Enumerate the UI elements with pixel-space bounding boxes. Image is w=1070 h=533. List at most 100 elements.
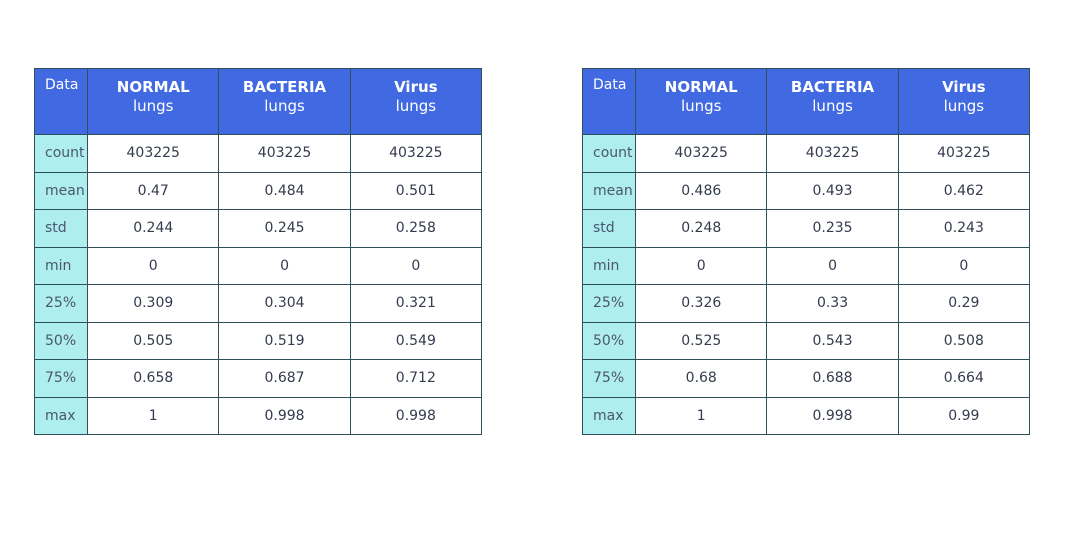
table-cell: 0.501 xyxy=(349,171,483,210)
table-cell: 0.549 xyxy=(349,321,483,360)
table-cell: 0 xyxy=(87,246,220,285)
table-cell: 0.658 xyxy=(87,359,220,398)
table-row: 50% 0.525 0.543 0.508 xyxy=(581,321,1031,360)
table-cell: 403225 xyxy=(349,134,483,173)
table-row: 75% 0.68 0.688 0.664 xyxy=(581,359,1031,398)
row-header: std xyxy=(581,209,637,248)
stats-table-right: Data NORMAL lungs BACTERIA lungs Virus lungs co… xyxy=(581,68,1031,435)
row-header: mean xyxy=(33,171,89,210)
column-header-sub: lungs xyxy=(943,97,985,115)
column-header-sub: lungs xyxy=(812,97,853,115)
table-cell: 403225 xyxy=(87,134,220,173)
table-cell: 0.508 xyxy=(897,321,1031,360)
table-row: mean 0.486 0.493 0.462 xyxy=(581,171,1031,210)
table-cell: 0.244 xyxy=(87,209,220,248)
table-cell: 0.687 xyxy=(218,359,351,398)
table-cell: 0.243 xyxy=(897,209,1031,248)
table-cell: 0.998 xyxy=(218,396,351,435)
stats-table: Data NORMAL lungs BACTERIA lungs Virus lungs co… xyxy=(33,68,483,435)
row-header: min xyxy=(581,246,637,285)
table-row: std 0.244 0.245 0.258 xyxy=(33,209,483,248)
table-cell: 0.998 xyxy=(766,396,899,435)
table-cell: 0.245 xyxy=(218,209,351,248)
table-cell: 0 xyxy=(635,246,768,285)
table-cell: 403225 xyxy=(897,134,1031,173)
column-header-name: BACTERIA xyxy=(790,78,875,96)
table-cell: 0.68 xyxy=(635,359,768,398)
table-cell: 0.486 xyxy=(635,171,768,210)
table-cell: 0 xyxy=(349,246,483,285)
column-header: BACTERIA lungs xyxy=(766,68,899,135)
table-row: count 403225 403225 403225 xyxy=(581,134,1031,173)
row-header: count xyxy=(581,134,637,173)
row-header: max xyxy=(33,396,89,435)
table-cell: 0.519 xyxy=(218,321,351,360)
row-header: count xyxy=(33,134,89,173)
table-row: count 403225 403225 403225 xyxy=(33,134,483,173)
table-row: 25% 0.326 0.33 0.29 xyxy=(581,284,1031,323)
table-row: 75% 0.658 0.687 0.712 xyxy=(33,359,483,398)
row-header: min xyxy=(33,246,89,285)
table-cell: 0.99 xyxy=(897,396,1031,435)
row-header: 50% xyxy=(33,321,89,360)
table-cell: 0.235 xyxy=(766,209,899,248)
table-cell: 1 xyxy=(87,396,220,435)
table-cell: 0.462 xyxy=(897,171,1031,210)
column-header-sub: lungs xyxy=(132,97,174,115)
corner-header: Data xyxy=(581,68,637,135)
table-cell: 0.258 xyxy=(349,209,483,248)
table-cell: 0.33 xyxy=(766,284,899,323)
column-header-sub: lungs xyxy=(680,97,722,115)
row-header: mean xyxy=(581,171,637,210)
table-cell: 0.321 xyxy=(349,284,483,323)
table-cell: 0.309 xyxy=(87,284,220,323)
column-header-sub: lungs xyxy=(264,97,305,115)
column-header: NORMAL lungs xyxy=(87,68,220,135)
corner-header: Data xyxy=(33,68,89,135)
table-row: 25% 0.309 0.304 0.321 xyxy=(33,284,483,323)
row-header: max xyxy=(581,396,637,435)
table-cell: 0.525 xyxy=(635,321,768,360)
table-cell: 0 xyxy=(218,246,351,285)
table-cell: 0.998 xyxy=(349,396,483,435)
column-header: Virus lungs xyxy=(349,68,483,135)
table-cell: 0 xyxy=(766,246,899,285)
row-header: 75% xyxy=(581,359,637,398)
table-cell: 403225 xyxy=(635,134,768,173)
table-row: std 0.248 0.235 0.243 xyxy=(581,209,1031,248)
row-header: 50% xyxy=(581,321,637,360)
table-row: max 1 0.998 0.998 xyxy=(33,396,483,435)
table-cell: 403225 xyxy=(218,134,351,173)
stats-table: Data NORMAL lungs BACTERIA lungs Virus lungs co… xyxy=(581,68,1031,435)
table-row: 50% 0.505 0.519 0.549 xyxy=(33,321,483,360)
table-cell: 0.326 xyxy=(635,284,768,323)
table-cell: 0.688 xyxy=(766,359,899,398)
table-cell: 0.664 xyxy=(897,359,1031,398)
column-header: NORMAL lungs xyxy=(635,68,768,135)
column-header-sub: lungs xyxy=(395,97,437,115)
table-cell: 0.248 xyxy=(635,209,768,248)
table-cell: 0.505 xyxy=(87,321,220,360)
column-header-name: NORMAL xyxy=(116,78,190,96)
row-header: 25% xyxy=(33,284,89,323)
stats-table-left: Data NORMAL lungs BACTERIA lungs Virus lungs co… xyxy=(33,68,483,435)
table-cell: 403225 xyxy=(766,134,899,173)
table-cell: 0.493 xyxy=(766,171,899,210)
column-header-name: Virus xyxy=(394,78,438,96)
column-header: BACTERIA lungs xyxy=(218,68,351,135)
table-cell: 0.304 xyxy=(218,284,351,323)
column-header: Virus lungs xyxy=(897,68,1031,135)
column-header-name: Virus xyxy=(942,78,986,96)
column-header-name: BACTERIA xyxy=(242,78,327,96)
table-cell: 0.484 xyxy=(218,171,351,210)
table-cell: 0.29 xyxy=(897,284,1031,323)
table-cell: 1 xyxy=(635,396,768,435)
table-row: min 0 0 0 xyxy=(33,246,483,285)
row-header: 25% xyxy=(581,284,637,323)
table-row: max 1 0.998 0.99 xyxy=(581,396,1031,435)
table-cell: 0.47 xyxy=(87,171,220,210)
header-row: Data NORMAL lungs BACTERIA lungs Virus lungs xyxy=(581,68,1031,135)
row-header: std xyxy=(33,209,89,248)
table-row: mean 0.47 0.484 0.501 xyxy=(33,171,483,210)
header-row: Data NORMAL lungs BACTERIA lungs Virus lungs xyxy=(33,68,483,135)
